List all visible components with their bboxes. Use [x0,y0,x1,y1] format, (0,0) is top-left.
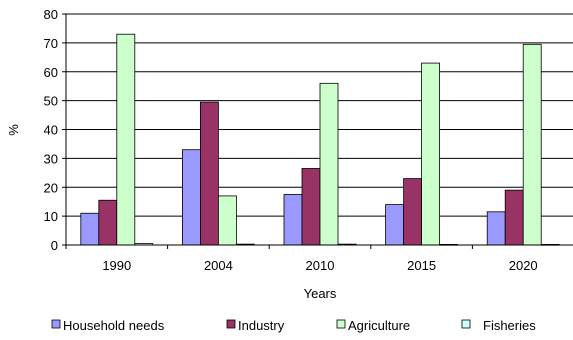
bar-agriculture-2020 [523,44,541,245]
y-tick-label: 50 [44,94,58,109]
bar-household-needs-2020 [487,212,505,245]
x-axis-ticks: 1990 2004 2010 2015 2020 [66,245,538,273]
legend-swatch-fisheries [462,320,470,328]
bar-agriculture-2004 [218,196,236,245]
bar-industry-1990 [99,200,117,245]
y-tick-label: 20 [44,180,58,195]
legend-label-fisheries: Fisheries [483,318,536,333]
x-tick-label: 2015 [407,258,436,273]
y-axis-label: % [6,124,21,136]
bars [81,34,559,245]
bar-industry-2010 [302,168,320,245]
x-tick-label: 2010 [306,258,335,273]
y-tick-label: 40 [44,123,58,138]
legend-swatch-agriculture [337,320,345,328]
bar-agriculture-2015 [422,63,440,245]
bar-industry-2004 [200,102,218,245]
y-tick-label: 80 [44,7,58,22]
x-axis-label: Years [304,286,337,301]
bar-industry-2020 [505,190,523,245]
x-tick-label: 2020 [509,258,538,273]
y-tick-label: 30 [44,151,58,166]
bar-industry-2015 [404,179,422,245]
bar-household-needs-2004 [182,150,200,245]
y-tick-label: 10 [44,209,58,224]
legend-label-industry: Industry [238,318,285,333]
legend-swatch-industry [227,320,235,328]
bar-agriculture-2010 [320,83,338,245]
y-tick-label: 60 [44,65,58,80]
bar-agriculture-1990 [117,34,135,245]
legend-swatch-household-needs [52,320,60,328]
y-axis-ticks: 0 10 20 30 40 50 60 70 80 [44,7,66,253]
bar-household-needs-2010 [284,194,302,245]
bar-household-needs-1990 [81,213,99,245]
y-tick-label: 70 [44,36,58,51]
y-tick-label: 0 [51,238,58,253]
x-tick-label: 1990 [102,258,131,273]
legend: Household needs Industry Agriculture Fisher… [52,318,536,333]
x-tick-label: 2004 [204,258,233,273]
legend-label-household-needs: Household needs [63,318,165,333]
bar-household-needs-2015 [386,205,404,245]
legend-label-agriculture: Agriculture [348,318,410,333]
